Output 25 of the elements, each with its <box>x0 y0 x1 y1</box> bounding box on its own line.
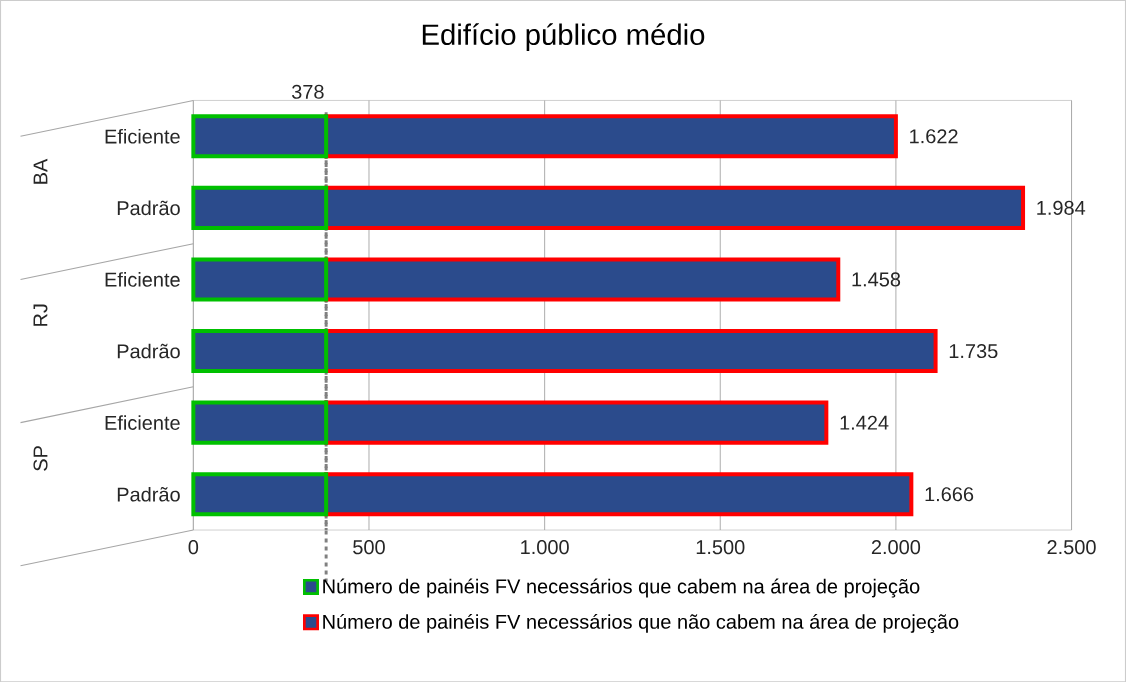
legend-label: Número de painéis FV necessários que cabem na área de projeção <box>323 578 920 598</box>
x-tick-label: 1.000 <box>521 539 569 555</box>
y-tick-label: Padrão <box>117 486 180 502</box>
x-tick-label: 0 <box>188 539 199 555</box>
x-tick-label: 2.000 <box>871 539 921 555</box>
text: SP <box>33 445 48 471</box>
ref-line-label: 378 <box>291 84 324 99</box>
x-tick-label: 1.500 <box>696 539 745 555</box>
text: BA <box>33 158 48 184</box>
data-label: 1.424 <box>840 415 889 430</box>
y-tick-label: Eficiente <box>105 415 180 430</box>
x-tick-label: 500 <box>353 539 385 555</box>
y-tick-label: Eficiente <box>105 128 180 144</box>
data-label: 1.984 <box>1037 200 1086 215</box>
y-tick-label: Padrão <box>117 343 180 359</box>
chart-title: Edifício público médio <box>422 23 705 51</box>
y-tick-label: Eficiente <box>105 271 180 287</box>
text: RJ <box>33 304 48 326</box>
y-tick-label: Padrão <box>117 200 180 215</box>
x-tick-label: 2.500 <box>1047 539 1096 555</box>
data-label: 1.458 <box>852 272 901 287</box>
data-label: 1.666 <box>925 486 974 502</box>
data-label: 1.622 <box>910 128 958 144</box>
data-label: 1.735 <box>949 343 998 358</box>
legend-label: Número de painéis FV necessários que não cabem na área de projeção <box>323 613 959 633</box>
